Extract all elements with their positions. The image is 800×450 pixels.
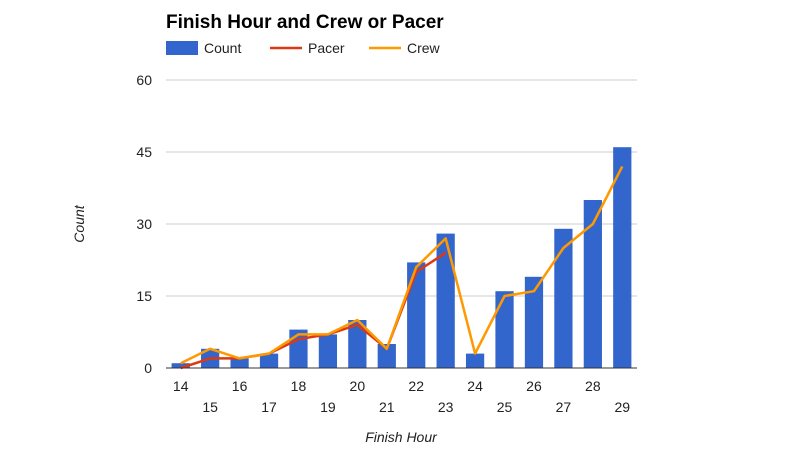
series-line-pacer xyxy=(180,251,447,370)
bars xyxy=(171,147,632,368)
series-line-crew xyxy=(180,165,624,365)
bar xyxy=(230,358,249,368)
y-tick-label: 45 xyxy=(136,144,152,160)
bar xyxy=(495,291,514,368)
x-tick-label: 22 xyxy=(408,378,424,394)
bar xyxy=(583,200,602,368)
bar xyxy=(436,233,455,368)
x-tick-labels: 14 15 16 17 18 19 20 21 22 23 24 25 26 27 28 29 xyxy=(173,378,630,415)
x-tick-label: 25 xyxy=(497,399,513,415)
bar xyxy=(259,353,279,368)
bar xyxy=(465,353,485,368)
bar xyxy=(524,276,544,368)
x-tick-label: 20 xyxy=(350,378,366,394)
chart-title: Finish Hour and Crew or Pacer xyxy=(166,12,444,33)
x-tick-label: 26 xyxy=(526,378,542,394)
y-axis-title: Count xyxy=(71,204,87,242)
y-tick-label: 30 xyxy=(136,216,152,232)
legend-label-crew: Crew xyxy=(407,40,441,56)
legend: Count Pacer Crew xyxy=(166,40,441,56)
x-tick-label: 28 xyxy=(585,378,601,394)
legend-swatch-count xyxy=(166,41,198,55)
x-tick-label: 16 xyxy=(232,378,248,394)
bar xyxy=(348,320,367,368)
legend-label-count: Count xyxy=(204,40,241,56)
bar xyxy=(377,344,396,368)
x-tick-label: 19 xyxy=(320,399,336,415)
x-tick-label: 17 xyxy=(261,399,277,415)
x-tick-label: 18 xyxy=(291,378,307,394)
bar xyxy=(613,147,632,368)
bar xyxy=(407,262,426,368)
x-tick-label: 15 xyxy=(202,399,218,415)
x-tick-label: 21 xyxy=(379,399,395,415)
y-tick-label: 0 xyxy=(144,360,152,376)
bar xyxy=(318,334,338,368)
x-tick-label: 24 xyxy=(467,378,483,394)
legend-label-pacer: Pacer xyxy=(308,40,345,56)
y-tick-label: 60 xyxy=(136,72,152,88)
series-lines xyxy=(180,165,624,370)
bar xyxy=(554,228,573,368)
gridlines xyxy=(166,79,637,297)
x-tick-label: 29 xyxy=(614,399,630,415)
y-tick-labels: 0 15 30 45 60 xyxy=(136,72,152,376)
x-tick-label: 23 xyxy=(438,399,454,415)
x-tick-label: 14 xyxy=(173,378,189,394)
x-tick-label: 27 xyxy=(556,399,572,415)
x-axis-title: Finish Hour xyxy=(365,429,438,445)
y-tick-label: 15 xyxy=(136,288,152,304)
bar xyxy=(171,363,190,368)
